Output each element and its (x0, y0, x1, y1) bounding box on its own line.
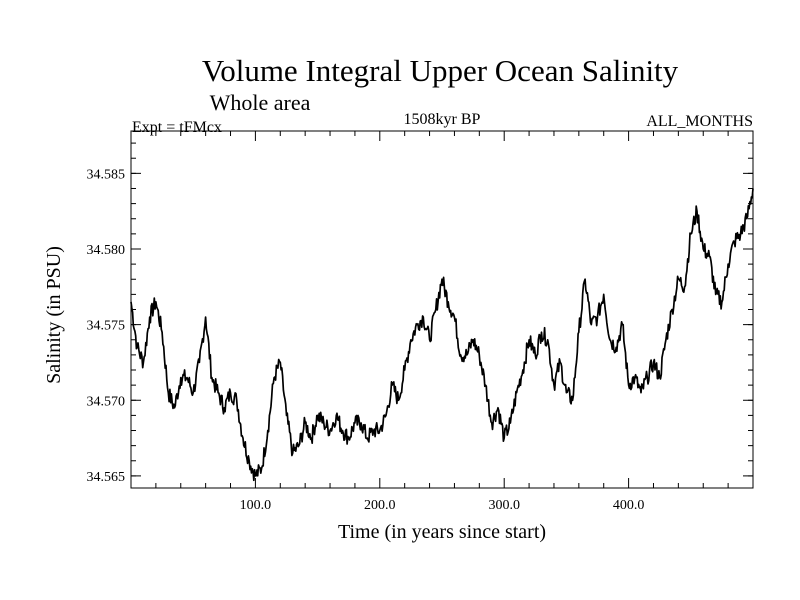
y-tick-label: 34.580 (87, 243, 126, 258)
experiment-label: Expt = tFMcx (132, 119, 222, 136)
y-tick-label: 34.565 (87, 470, 126, 485)
y-tick-label: 34.570 (87, 394, 126, 409)
salinity-series-line (130, 188, 754, 482)
x-tick-label: 100.0 (240, 498, 272, 513)
chart-title: Volume Integral Upper Ocean Salinity (202, 53, 679, 88)
x-tick-label: 300.0 (488, 498, 520, 513)
x-tick-label: 400.0 (613, 498, 645, 513)
chart-subtitle: Whole area (210, 90, 311, 115)
y-tick-label: 34.575 (87, 319, 126, 334)
y-axis: 34.565 34.570 34.575 34.580 34.585 (87, 142, 753, 485)
months-label: ALL_MONTHS (646, 113, 753, 130)
period-label: 1508kyr BP (404, 111, 481, 128)
x-axis-label: Time (in years since start) (338, 521, 546, 543)
x-tick-label: 200.0 (364, 498, 396, 513)
y-axis-label: Salinity (in PSU) (43, 246, 65, 384)
y-tick-label: 34.585 (87, 167, 126, 182)
plot-frame (130, 130, 754, 489)
x-axis: 100.0 200.0 300.0 400.0 (155, 131, 729, 513)
